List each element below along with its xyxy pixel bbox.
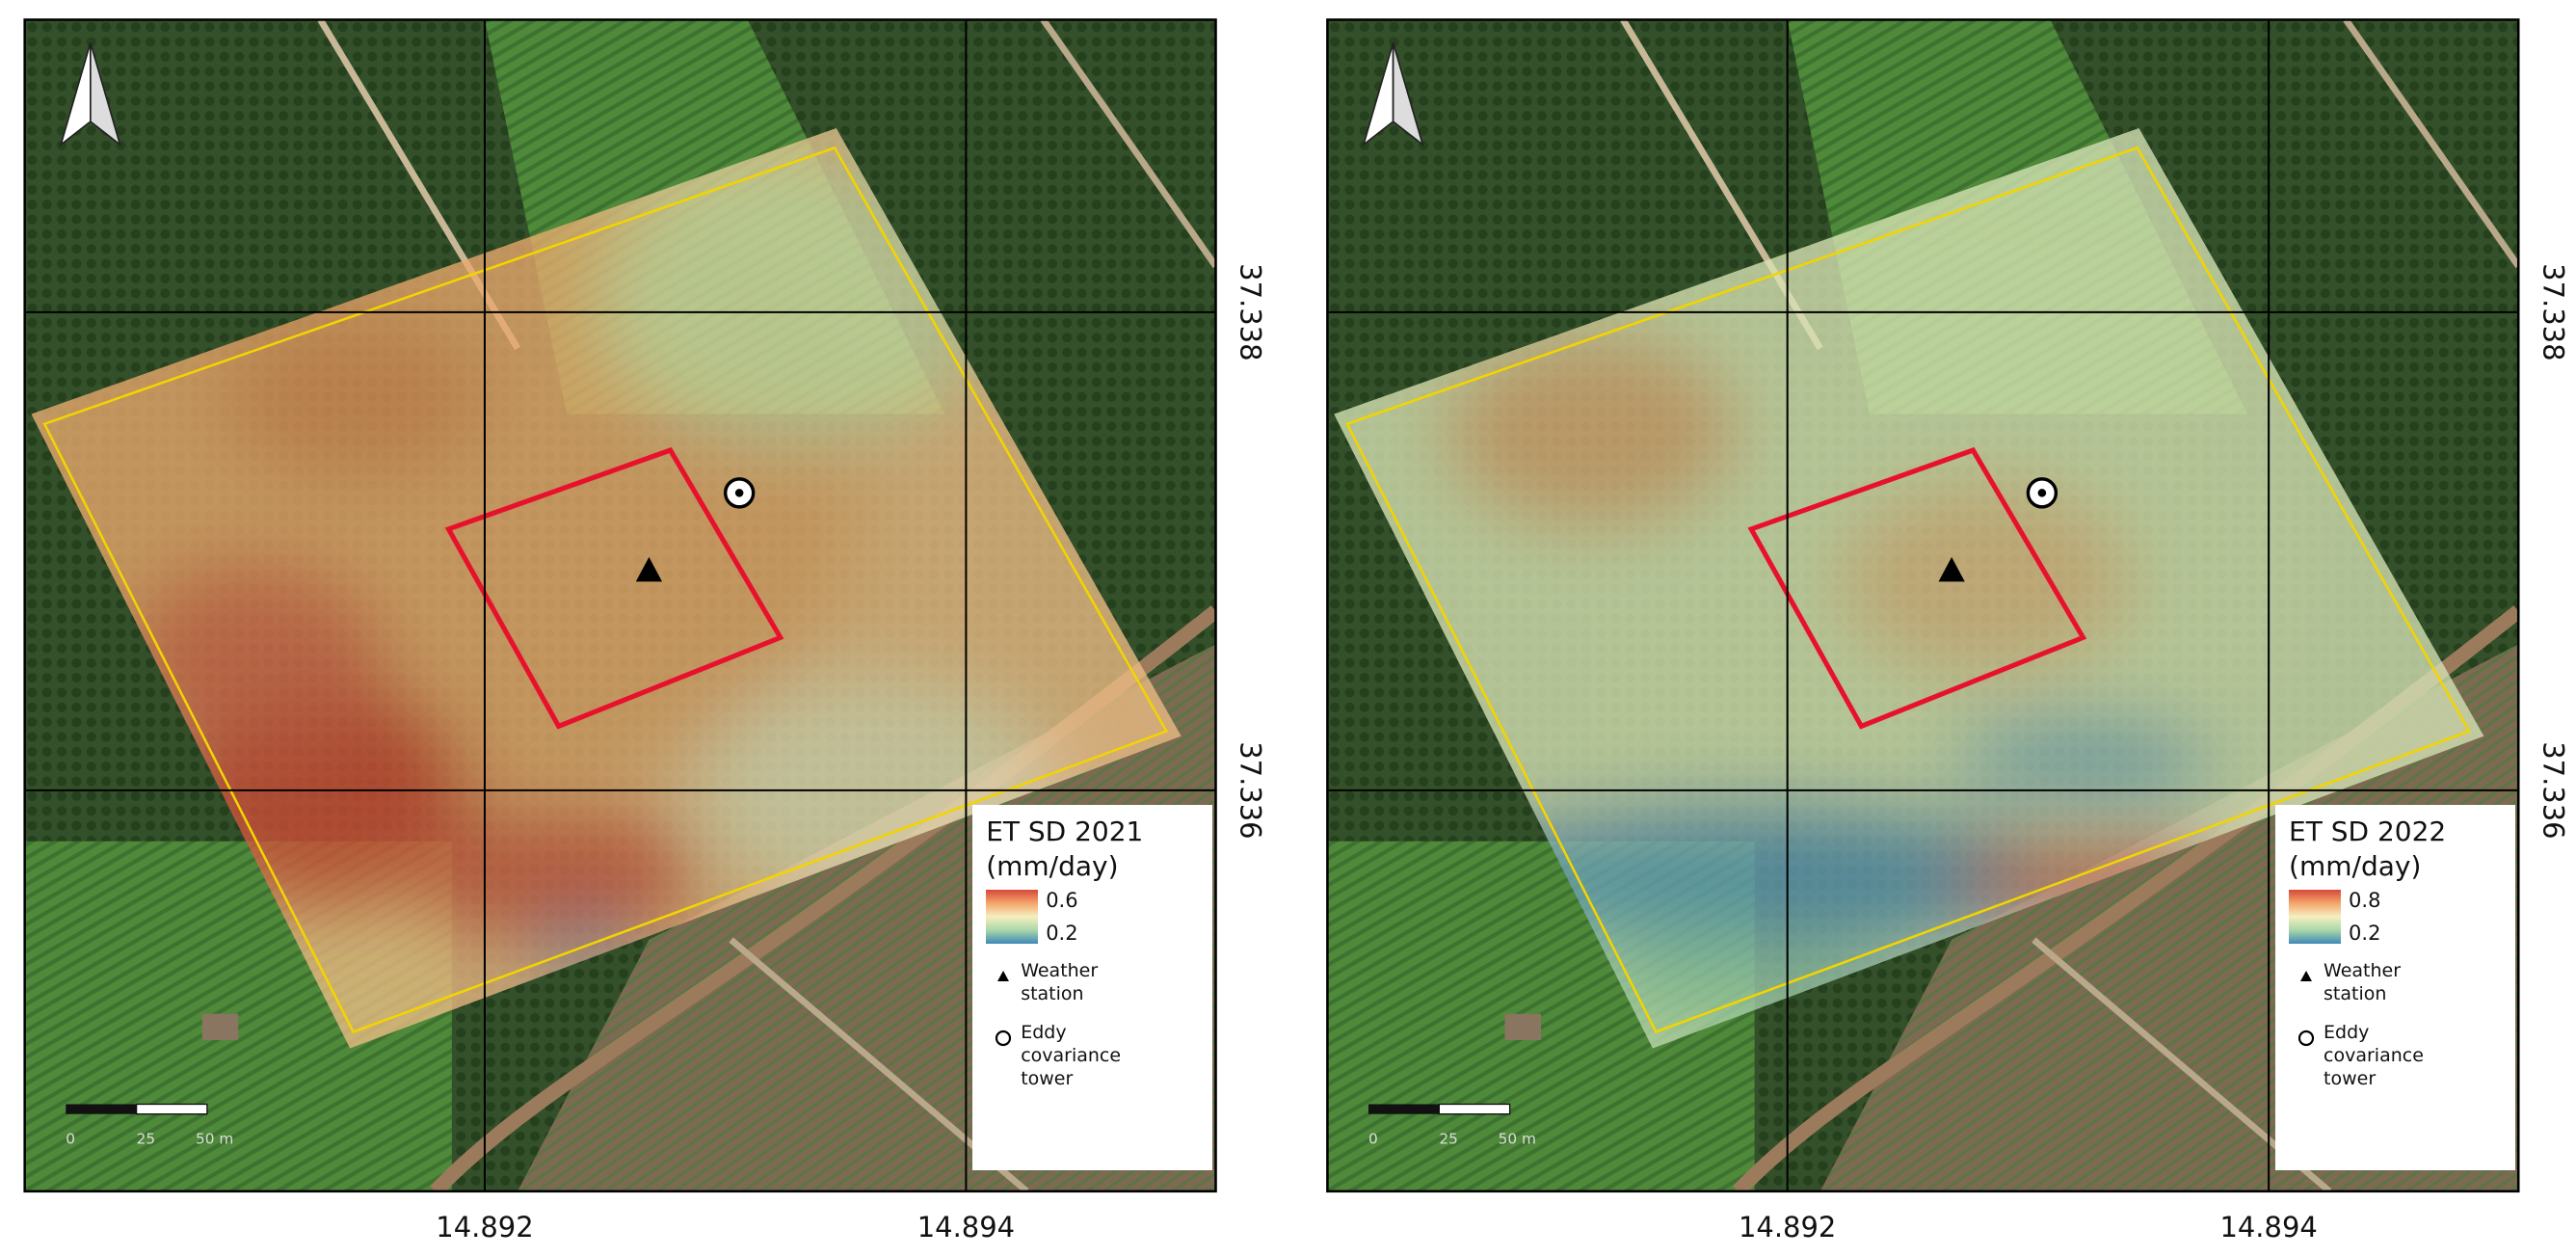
colorbar-min: 0.2 — [2349, 922, 2381, 946]
raster-blob — [1442, 800, 2067, 949]
raster-blobs — [1334, 150, 2314, 1039]
raster-blob — [1442, 332, 1739, 529]
raster-blob — [1952, 717, 2215, 801]
legend-item: Weather station — [2289, 959, 2502, 1005]
raster-blob — [1836, 479, 2133, 678]
north-arrow — [1392, 42, 1424, 147]
building — [201, 1013, 239, 1040]
weather-station-marker — [1938, 556, 1965, 582]
north-arrow — [90, 42, 122, 147]
raster-blob — [222, 315, 485, 480]
colorbar-min: 0.2 — [1046, 922, 1078, 946]
scale-label: 0 — [66, 1130, 75, 1147]
legend-icon — [986, 959, 1021, 986]
building — [1504, 1013, 1542, 1040]
longitude-label: 14.894 — [917, 1211, 1015, 1244]
panel-frame — [1326, 18, 2520, 1193]
scale-bar — [1438, 1103, 1511, 1115]
map-panel: 0 25 50 m 14.892 14.894 37.338 37.336 — [23, 18, 1267, 1244]
legend-triangle — [2300, 971, 2313, 982]
scale-bar — [66, 1104, 137, 1114]
eddy-tower-marker-dot — [2037, 489, 2047, 497]
latitude-label: 37.338 — [1235, 263, 1267, 361]
raster-blob — [1334, 150, 2314, 874]
latitude-label: 37.336 — [2536, 741, 2569, 839]
panel-frame — [23, 18, 1217, 1193]
legend-item: Weather station — [986, 959, 1199, 1005]
legend-label: Eddy covariance tower — [1021, 1022, 1122, 1090]
colorbar-ticks: 0.6 0.2 — [1046, 890, 1077, 944]
raster-blob — [402, 808, 699, 941]
legend-symbol — [996, 1030, 1012, 1047]
legend-icon — [2289, 959, 2324, 986]
colorbar-max: 0.8 — [2349, 889, 2381, 913]
legend-symbol — [2300, 971, 2313, 982]
legend-circle — [2297, 1030, 2315, 1047]
colorbar-gradient — [2289, 890, 2342, 945]
weather-station-marker — [635, 556, 663, 582]
latitude-label: 37.336 — [1235, 741, 1267, 839]
footprint-boundary — [1345, 146, 2471, 1034]
colorbar-gradient — [986, 890, 1039, 945]
scale-label: 0 — [1368, 1130, 1378, 1147]
legend: ET SD 2022 (mm/day) 0.8 0.2 Weather station E… — [2275, 805, 2515, 1170]
legend-icon — [986, 1021, 1021, 1048]
road — [2343, 19, 2519, 269]
legend-circle — [996, 1030, 1012, 1047]
scale-label: 25 — [137, 1130, 156, 1147]
legend-symbol — [997, 971, 1010, 982]
legend-unit: (mm/day) — [2289, 850, 2422, 883]
legend-title: ET SD 2021 — [986, 816, 1144, 848]
scale-label: 50 m — [1499, 1130, 1536, 1147]
legend-symbol — [2297, 1030, 2315, 1047]
raster-blobs — [31, 150, 1060, 972]
legend-label: Weather station — [2324, 960, 2402, 1005]
legend: ET SD 2021 (mm/day) 0.6 0.2 Weather station E… — [972, 805, 1213, 1170]
colorbar-max: 0.6 — [1046, 889, 1078, 913]
scale-label: 50 m — [196, 1130, 233, 1147]
road — [1040, 19, 1216, 269]
scale-label: 25 — [1439, 1130, 1458, 1147]
eddy-tower-marker-dot — [734, 489, 744, 497]
longitude-label: 14.892 — [436, 1211, 533, 1244]
colorbar: 0.8 0.2 — [2289, 890, 2502, 945]
colorbar-ticks: 0.8 0.2 — [2349, 890, 2380, 944]
scale-bar — [1368, 1104, 1440, 1114]
field-plot — [444, 446, 784, 730]
longitude-label: 14.892 — [1739, 1211, 1836, 1244]
footprint-boundary — [42, 146, 1169, 1034]
map-content: 0 25 50 m — [24, 19, 1216, 1191]
longitude-label: 14.894 — [2219, 1211, 2317, 1244]
legend-triangle — [997, 971, 1010, 982]
latitude-label: 37.338 — [2536, 263, 2569, 361]
legend-icon — [2289, 1021, 2324, 1048]
scale-bar — [135, 1103, 208, 1115]
legend-label: Weather station — [1021, 960, 1099, 1005]
colorbar: 0.6 0.2 — [986, 890, 1199, 945]
legend-item: Eddy covariance tower — [986, 1021, 1199, 1090]
legend-label: Eddy covariance tower — [2324, 1022, 2424, 1090]
legend-item: Eddy covariance tower — [2289, 1021, 2502, 1090]
legend-title: ET SD 2022 — [2289, 816, 2447, 848]
legend-unit: (mm/day) — [986, 850, 1119, 883]
field-plot — [1747, 446, 2087, 730]
